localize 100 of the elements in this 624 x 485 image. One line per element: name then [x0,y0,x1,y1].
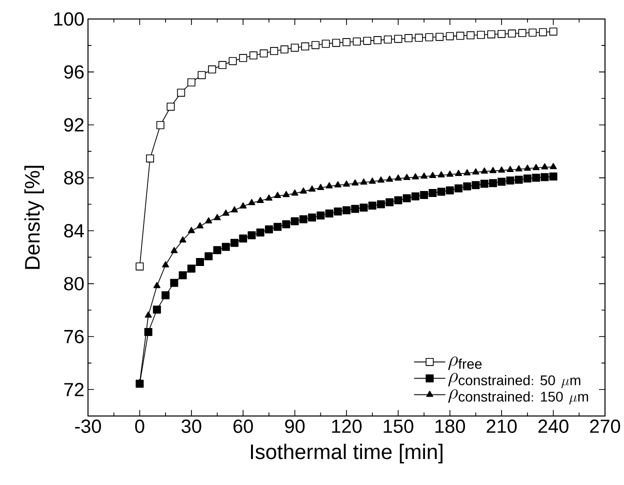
y-tick-label: 80 [64,276,84,290]
x-tick-label: 210 [486,420,517,433]
point [213,246,222,254]
point [420,172,428,179]
point [506,176,514,184]
point [317,184,324,190]
point [446,170,454,177]
x-tick-label: 150 [384,420,414,433]
point [256,196,264,204]
point [230,206,238,212]
point [308,214,316,222]
legend-label: $\rho_{\mathrm{free}}$ [448,356,482,370]
point [248,231,256,240]
y-tick-label: 100 [54,12,84,26]
point [290,217,299,226]
point [334,208,342,216]
point [249,51,258,60]
point [538,28,547,36]
y-tick-label: 72 [64,382,84,396]
x-tick-label: -30 [75,420,101,433]
point [222,210,230,216]
point [265,194,272,201]
point [472,181,480,190]
x-tick-label: 120 [332,420,362,433]
point [411,192,420,200]
point [476,30,485,39]
point [308,185,316,192]
point [198,71,206,80]
point [360,178,368,185]
point [363,36,372,45]
point [498,178,506,186]
point [472,168,480,174]
point [438,171,445,178]
point [291,189,298,196]
y-axis-title: Density [%] [24,166,44,269]
point [144,328,152,336]
point [446,186,454,194]
point [166,102,175,111]
point [316,212,325,220]
point [523,174,532,182]
point [394,174,402,181]
point [352,37,361,46]
point [222,242,230,251]
y-tick-label: 84 [64,224,84,238]
point [524,164,531,171]
point [480,180,488,188]
legend-label: $\rho_{\mathrm{constrained{:}\ 50\ \mu m}}$ [448,372,580,388]
y-tick-label: 92 [64,118,84,132]
point [425,33,434,42]
point [334,181,342,188]
point [368,178,376,184]
point [280,45,288,54]
point [332,38,340,47]
point [178,271,187,280]
point [230,238,238,247]
point [218,61,226,70]
x-tick-label: 90 [285,420,305,433]
y-tick-label: 96 [64,65,84,79]
point [360,204,368,212]
point [464,169,471,176]
point [466,31,475,40]
point [532,164,540,170]
point [412,173,419,180]
point [322,40,330,48]
x-tick-label: 60 [234,420,253,433]
point [177,88,186,97]
point [446,32,454,40]
point [489,166,496,174]
point [153,282,160,288]
point [414,34,423,42]
y-tick-label: 88 [64,171,84,185]
point [455,170,462,176]
point [436,32,444,41]
point [156,121,164,130]
point [463,182,472,190]
point [144,311,152,318]
point [240,202,247,208]
point [488,179,497,188]
point [550,162,557,170]
point [541,163,548,170]
point [487,30,496,38]
point [377,176,384,183]
point [300,187,307,194]
point [351,204,360,213]
point [456,32,464,40]
point [508,30,516,38]
point [179,236,186,242]
point [311,41,320,50]
point [205,217,212,224]
x-tick-label: 240 [538,420,568,433]
point [437,188,446,196]
point [454,184,463,192]
point [384,36,392,44]
point [394,34,402,43]
point [170,278,178,287]
x-tick-label: 270 [590,420,620,433]
point [162,261,170,268]
point [549,172,558,180]
x-tick-label: 0 [135,420,144,433]
y-tick-label: 76 [64,330,84,344]
